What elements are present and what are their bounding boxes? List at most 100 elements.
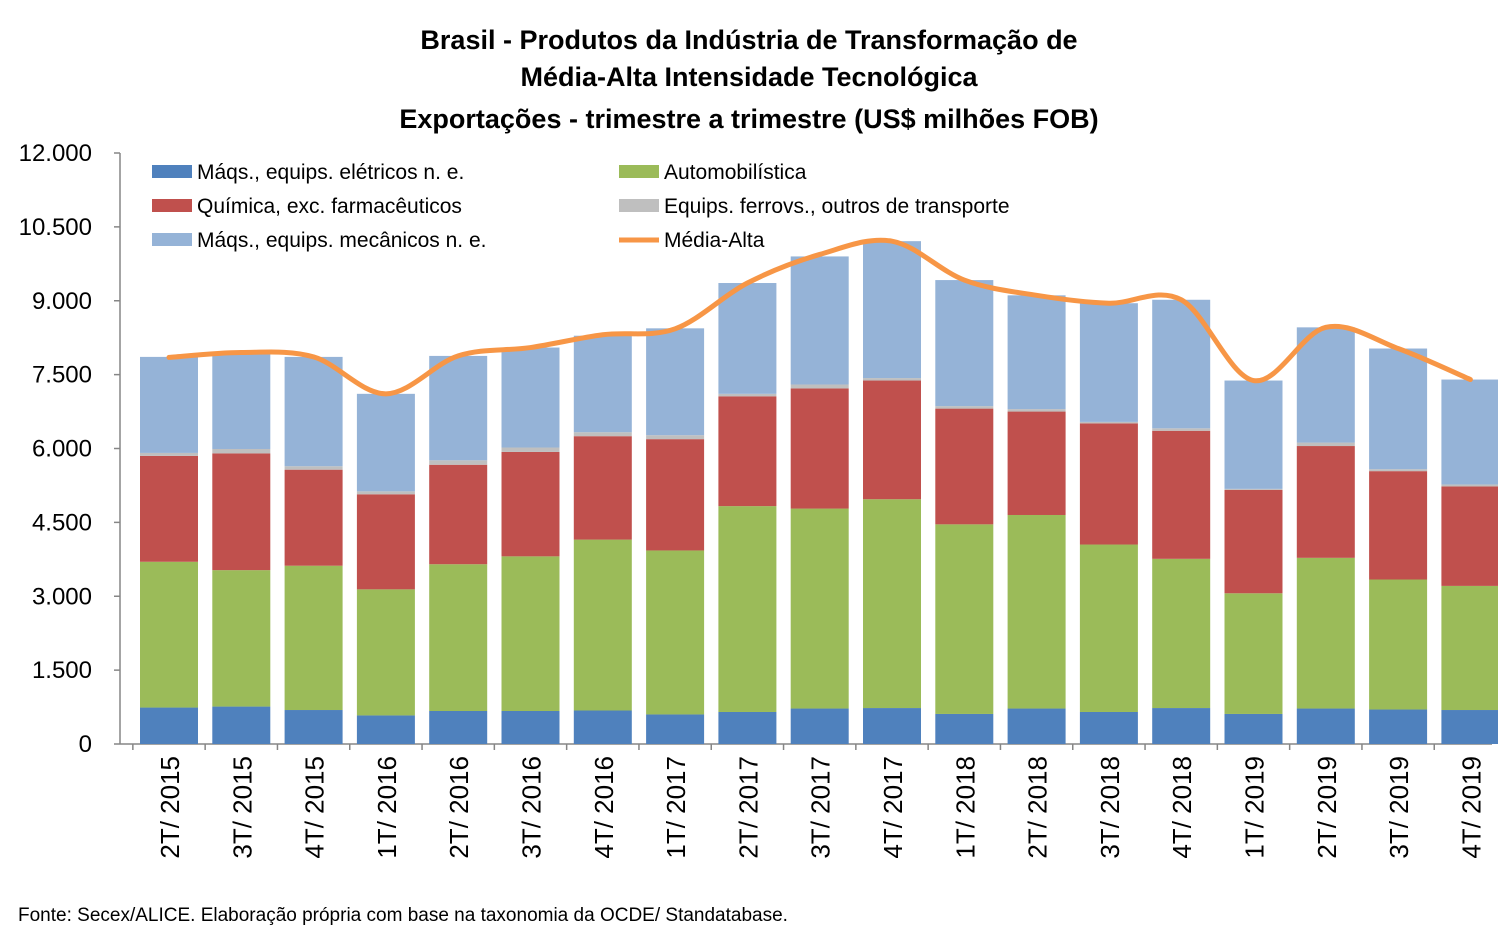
x-tick-label: 3T/ 2016: [517, 756, 547, 859]
y-tick-label: 4.500: [32, 509, 92, 536]
bar-segment-maqs-equips-eletricos-n-e: [1079, 711, 1138, 744]
bar-segment-equips-ferrovs-outros-de-transporte: [646, 435, 705, 440]
bar-segment-automobilistica: [646, 550, 705, 715]
bar-segment-maqs-equips-eletricos-n-e: [1369, 709, 1428, 744]
bar-segment-equips-ferrovs-outros-de-transporte: [1369, 469, 1428, 472]
x-tick-label: 4T/ 2016: [589, 756, 619, 859]
bar-segment-maqs-equips-eletricos-n-e: [1152, 708, 1211, 744]
y-tick-label: 3.000: [32, 583, 92, 610]
bar-segment-automobilistica: [1152, 558, 1211, 709]
bar-segment-equips-ferrovs-outros-de-transporte: [429, 460, 488, 465]
bar-segment-maqs-equips-mecanicos-n-e: [646, 328, 705, 436]
bar-segment-maqs-equips-mecanicos-n-e: [718, 283, 777, 394]
bar-segment-quimica-exc-farmaceuticos: [501, 451, 560, 557]
bar-segment-quimica-exc-farmaceuticos: [646, 439, 705, 551]
bar-segment-quimica-exc-farmaceuticos: [935, 408, 994, 525]
bar-segment-equips-ferrovs-outros-de-transporte: [1224, 488, 1283, 490]
bar-segment-automobilistica: [429, 564, 488, 712]
bar-segment-maqs-equips-eletricos-n-e: [1441, 710, 1498, 744]
x-tick-label: 1T/ 2016: [372, 756, 402, 859]
y-tick-label: 6.000: [32, 436, 92, 463]
x-tick-label: 4T/ 2015: [300, 756, 330, 859]
y-tick-label: 7.500: [32, 362, 92, 389]
bar-segment-equips-ferrovs-outros-de-transporte: [1007, 409, 1066, 412]
bar-segment-automobilistica: [356, 589, 415, 716]
bar-segment-maqs-equips-mecanicos-n-e: [1441, 379, 1498, 485]
bar-segment-automobilistica: [1296, 557, 1355, 709]
bar-segment-maqs-equips-mecanicos-n-e: [429, 355, 488, 461]
bar-segment-maqs-equips-mecanicos-n-e: [1369, 348, 1428, 470]
bar-segment-maqs-equips-mecanicos-n-e: [863, 241, 921, 379]
bar-segment-maqs-equips-eletricos-n-e: [429, 711, 488, 744]
title-line-1: Brasil - Produtos da Indústria de Transf…: [420, 25, 1077, 55]
bar-segment-equips-ferrovs-outros-de-transporte: [140, 452, 198, 456]
x-tick-label: 2T/ 2016: [444, 756, 474, 859]
bar-segment-equips-ferrovs-outros-de-transporte: [1079, 421, 1138, 424]
bar-segment-quimica-exc-farmaceuticos: [1369, 471, 1428, 580]
y-tick-label: 1.500: [32, 657, 92, 684]
bar-segment-maqs-equips-eletricos-n-e: [863, 708, 921, 744]
bar-segment-quimica-exc-farmaceuticos: [284, 469, 343, 566]
bar-segment-maqs-equips-eletricos-n-e: [573, 710, 632, 744]
bar-segment-quimica-exc-farmaceuticos: [212, 453, 271, 571]
bar-segment-equips-ferrovs-outros-de-transporte: [718, 393, 777, 397]
x-tick-label: 2T/ 2018: [1023, 756, 1053, 859]
bar-segment-quimica-exc-farmaceuticos: [1296, 446, 1355, 558]
bar-segment-maqs-equips-mecanicos-n-e: [1224, 380, 1283, 489]
legend-label: Equips. ferrovs., outros de transporte: [664, 195, 1010, 218]
bar-segment-quimica-exc-farmaceuticos: [718, 396, 777, 507]
source-note: Fonte: Secex/ALICE. Elaboração própria c…: [18, 905, 788, 926]
y-tick-label: 10.500: [19, 214, 92, 241]
bar-segment-maqs-equips-eletricos-n-e: [646, 714, 705, 744]
legend-label: Máqs., equips. elétricos n. e.: [197, 161, 464, 184]
bar-segment-maqs-equips-eletricos-n-e: [790, 708, 849, 744]
bar-segment-automobilistica: [935, 524, 994, 714]
bar-segment-automobilistica: [1224, 593, 1283, 714]
bar-segment-maqs-equips-eletricos-n-e: [935, 713, 994, 744]
title-line-3: Exportações - trimestre a trimestre (US$…: [399, 104, 1098, 134]
bar-segment-quimica-exc-farmaceuticos: [1441, 486, 1498, 586]
x-tick-label: 3T/ 2015: [227, 756, 257, 859]
bar-segment-equips-ferrovs-outros-de-transporte: [790, 384, 849, 389]
bar-segment-automobilistica: [790, 508, 849, 709]
bar-segment-automobilistica: [140, 561, 198, 708]
bar-segment-quimica-exc-farmaceuticos: [790, 388, 849, 509]
legend-label: Automobilística: [664, 161, 807, 184]
bar-segment-quimica-exc-farmaceuticos: [356, 494, 415, 590]
bar-segment-maqs-equips-mecanicos-n-e: [212, 352, 271, 449]
legend: Máqs., equips. elétricos n. e. Automobilí…: [152, 161, 1010, 252]
bar-segment-quimica-exc-farmaceuticos: [1007, 411, 1066, 515]
bar-segment-maqs-equips-eletricos-n-e: [1224, 713, 1283, 744]
y-tick-label: 0: [79, 731, 92, 758]
bar-segment-equips-ferrovs-outros-de-transporte: [501, 447, 560, 452]
bar-segment-equips-ferrovs-outros-de-transporte: [935, 406, 994, 409]
x-tick-label: 4T/ 2017: [878, 756, 908, 859]
bar-segment-automobilistica: [573, 539, 632, 711]
plot-area: 0 1.500 3.000 4.500 6.000 7.500 9.000 10.500 12.…: [19, 140, 1498, 859]
bar-segment-equips-ferrovs-outros-de-transporte: [1441, 484, 1498, 487]
legend-label: Química, exc. farmacêuticos: [197, 195, 462, 218]
bar-segment-maqs-equips-mecanicos-n-e: [1296, 327, 1355, 443]
bar-segment-maqs-equips-eletricos-n-e: [1296, 708, 1355, 744]
y-tick-label: 9.000: [32, 288, 92, 315]
bar-segment-equips-ferrovs-outros-de-transporte: [356, 491, 415, 495]
bar-segment-automobilistica: [212, 570, 271, 707]
bar-segment-maqs-equips-mecanicos-n-e: [140, 356, 198, 453]
x-tick-label: 2T/ 2017: [733, 756, 763, 859]
x-tick-label: 3T/ 2018: [1095, 756, 1125, 859]
bar-segment-maqs-equips-eletricos-n-e: [356, 715, 415, 744]
x-tick-label: 4T/ 2019: [1456, 756, 1486, 859]
bar-segment-maqs-equips-mecanicos-n-e: [1007, 295, 1066, 410]
chart-title: Brasil - Produtos da Indústria de Transf…: [399, 25, 1098, 134]
bar-segment-maqs-equips-mecanicos-n-e: [935, 280, 994, 407]
legend-swatch: [152, 233, 192, 246]
bar-segment-maqs-equips-eletricos-n-e: [718, 711, 777, 744]
bar-segment-maqs-equips-mecanicos-n-e: [501, 347, 560, 448]
bar-segment-maqs-equips-eletricos-n-e: [284, 710, 343, 744]
bar-segment-maqs-equips-eletricos-n-e: [1007, 708, 1066, 744]
x-tick-label: 2T/ 2019: [1312, 756, 1342, 859]
legend-label: Máqs., equips. mecânicos n. e.: [197, 229, 486, 252]
bar-segment-maqs-equips-eletricos-n-e: [140, 707, 198, 744]
bar-segment-equips-ferrovs-outros-de-transporte: [284, 466, 343, 470]
